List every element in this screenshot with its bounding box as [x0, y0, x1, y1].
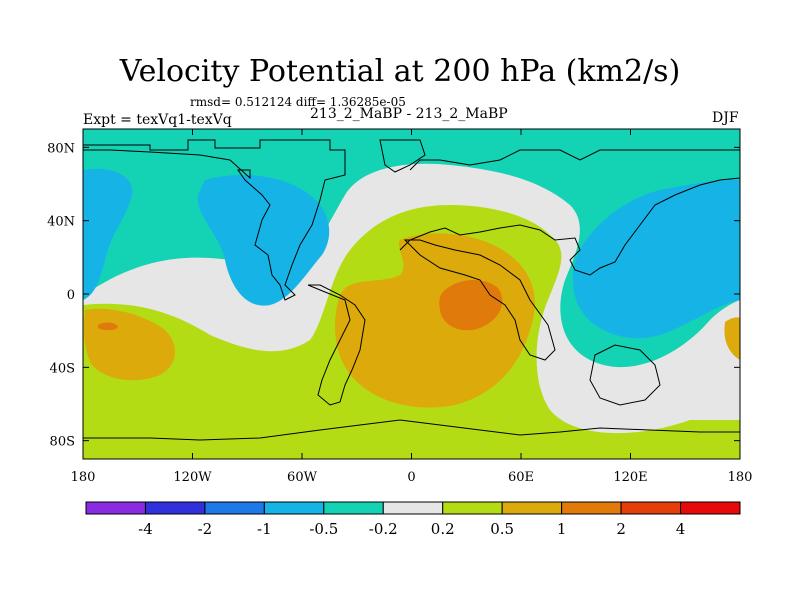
y-tick-label: 80S: [50, 435, 75, 450]
coastline-africa: [403, 239, 556, 361]
x-tick-label: 60E: [508, 470, 534, 485]
coastline-south-america: [307, 284, 366, 406]
y-tick-label: 80N: [47, 141, 75, 156]
coastline-north-america: [83, 139, 346, 301]
coastline-europe-asia: [399, 149, 740, 276]
colorbar: -4 -2 -1 -0.5 -0.2 0.2 0.5 1 2 4: [85, 501, 741, 538]
season-label: DJF: [712, 110, 739, 126]
colorbar-swatch: [382, 501, 444, 515]
colorbar-swatch: [501, 501, 563, 515]
y-tick-label: 0: [67, 288, 75, 303]
region-darkorange-small: [98, 322, 118, 331]
colorbar-swatch: [85, 501, 146, 515]
colorbar-swatch: [442, 501, 503, 515]
colorbar-label: -2: [198, 520, 213, 538]
colorbar-swatch: [680, 501, 741, 515]
x-tick-label: 0: [407, 470, 415, 485]
y-tick-label: 40N: [47, 215, 75, 230]
region-blue-america: [197, 175, 330, 306]
colorbar-swatch: [561, 501, 622, 515]
x-axis: 180 120W 60W 0 60E 120E 180: [71, 129, 753, 485]
y-axis: 80N 40N 0 40S 80S: [47, 141, 740, 450]
colorbar-label: 0.5: [490, 520, 514, 538]
experiment-label: Expt = texVq1-texVq: [83, 112, 232, 128]
x-tick-label: 120E: [613, 470, 647, 485]
region-blue-pacific: [83, 168, 133, 300]
chart-title: Velocity Potential at 200 hPa (km2/s): [119, 54, 681, 89]
contour-field: [83, 129, 740, 459]
colorbar-label: 4: [676, 520, 686, 538]
x-tick-label: 180: [728, 470, 753, 485]
colorbar-swatch: [620, 501, 682, 515]
region-orange-africa: [335, 233, 535, 408]
coastline-greenland: [379, 139, 426, 173]
colorbar-swatch: [323, 501, 384, 515]
colorbar-swatch: [263, 501, 325, 515]
coastline-antarctica: [83, 419, 740, 441]
x-tick-label: 60W: [287, 470, 318, 485]
colorbar-label: -4: [138, 520, 153, 538]
region-darkorange-max: [439, 279, 503, 331]
colorbar-label: 0.2: [431, 520, 455, 538]
stats-text: rmsd= 0.512124 diff= 1.36285e-05: [190, 95, 406, 109]
x-tick-label: 120W: [173, 470, 212, 485]
region-blue-asia: [572, 179, 740, 339]
colorbar-label: -0.5: [309, 520, 338, 538]
colorbar-swatch: [144, 501, 206, 515]
colorbar-label: -1: [257, 520, 272, 538]
colorbar-swatch: [204, 501, 265, 515]
case-label: 213_2_MaBP - 213_2_MaBP: [310, 106, 508, 122]
colorbar-label: 2: [616, 520, 626, 538]
coastlines: [83, 139, 740, 441]
y-tick-label: 40S: [50, 361, 75, 376]
colorbar-label: 1: [557, 520, 567, 538]
x-tick-label: 180: [71, 470, 96, 485]
region-orange-east: [724, 317, 740, 360]
coastline-australia: [589, 344, 661, 406]
colorbar-label: -0.2: [369, 520, 398, 538]
